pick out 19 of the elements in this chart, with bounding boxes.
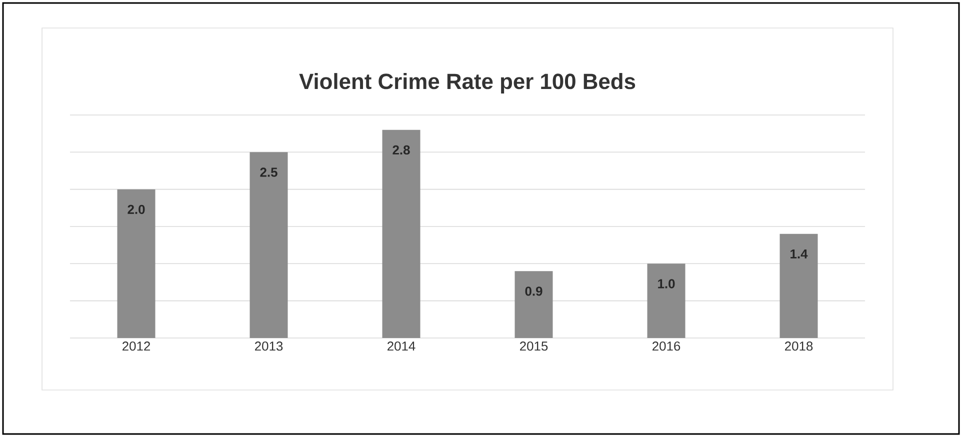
x-tick-label: 2014 [388,342,416,351]
data-label: 1.0 [658,279,675,288]
x-tick-label: 2016 [652,342,680,351]
x-tick-label: 2018 [785,342,813,351]
data-label: 2.8 [392,145,410,155]
chart-title: Violent Crime Rate per 100 Beds [299,73,636,94]
bar [117,189,156,338]
bar [514,271,553,338]
bar [250,152,288,338]
x-tick-label: 2012 [122,342,150,351]
data-label: 2.5 [260,168,278,177]
bar [780,234,818,338]
data-label: 0.9 [525,286,542,296]
data-label: 1.4 [790,249,808,258]
data-label: 2.0 [128,204,145,214]
x-tick-label: 2013 [255,342,283,351]
bar [647,264,686,338]
bar [382,130,420,338]
x-tick-label: 2015 [520,342,548,351]
